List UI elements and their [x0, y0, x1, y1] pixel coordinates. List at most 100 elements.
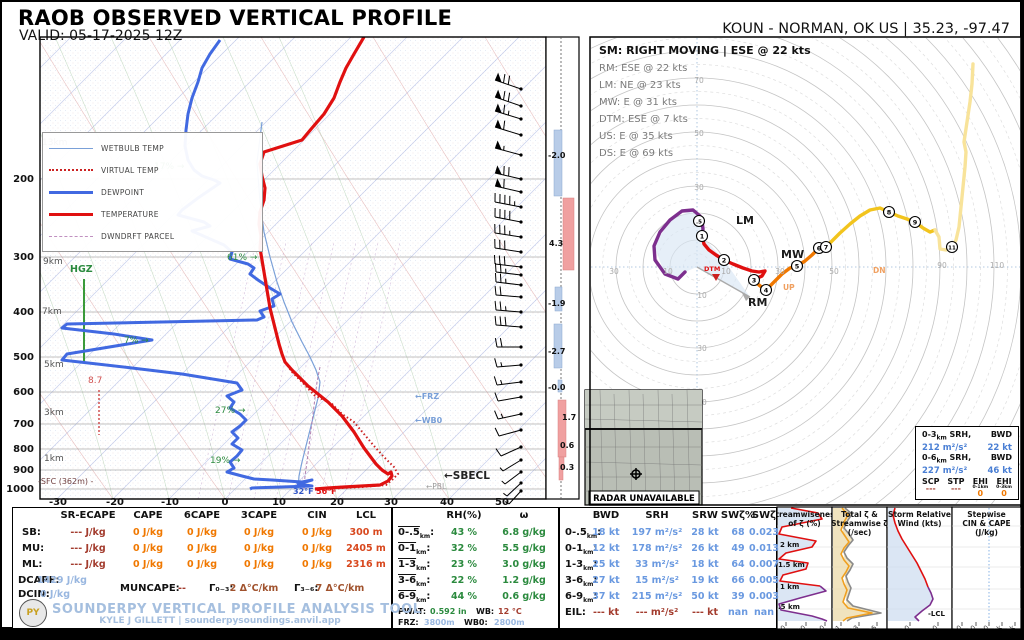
mini-panel-tick: 40 [928, 624, 940, 629]
strip-value: 1.7 [562, 413, 576, 422]
kinematics-table-box [559, 507, 777, 629]
table-cell: PWAT: [398, 607, 427, 616]
table-cell: 197 m²/s² [631, 527, 683, 538]
mini-panel-tick: 90 [815, 624, 827, 629]
skewt-annotation-sbecl: ←SBECL [444, 470, 490, 482]
mini-panel-tick: .01 [829, 624, 842, 629]
skewt-background [40, 37, 546, 499]
table-cell: WB: [476, 607, 495, 616]
mini-panel-tick: 0 [982, 624, 991, 629]
table-cell: 0 J/kg [243, 559, 275, 570]
stats-row: 212 m²/s² 22 kt [922, 443, 1012, 454]
table-cell: LCL [355, 510, 377, 521]
pressure-tick-label: 300 [13, 252, 34, 263]
hodograph-label-dn: DN [873, 266, 886, 275]
table-cell: 25 kt [592, 559, 620, 570]
strip-bar [558, 468, 564, 481]
storm-motion-row: MW: E @ 31 kts [599, 97, 677, 108]
table-cell: WB0: [464, 618, 488, 627]
table-cell: 3-6km: [398, 575, 431, 588]
mini-panel-title: Total ζ & [841, 510, 878, 519]
skewt-annotation-hgz: HGZ [70, 264, 93, 275]
mini-panel-curve [892, 507, 929, 588]
table-cell: 66 [731, 575, 745, 586]
hodograph-label-mw: MW [781, 248, 804, 261]
storm-motion-row: DS: E @ 69 kts [599, 148, 674, 159]
mini-panel-title: Streamwise ζ [831, 519, 888, 528]
mini-panel-curve [778, 507, 823, 587]
table-cell: 0.005 [748, 575, 780, 586]
table-cell: 178 m²/s² [631, 543, 683, 554]
mini-panel-label: 1 km [780, 583, 799, 591]
table-cell: SWζ [751, 510, 777, 521]
mini-panel-curve [778, 585, 828, 622]
table-cell: 49 [731, 543, 745, 554]
table-cell: 0 J/kg [243, 527, 275, 538]
legend-label: DEWPOINT [101, 187, 145, 197]
legend-item: WETBULB TEMP [49, 137, 254, 159]
skewt-annotation-df: 32°F [293, 487, 314, 496]
table-cell: SWζ% [720, 510, 756, 521]
mini-panel-tick: .03 [847, 624, 860, 629]
height-marker [790, 259, 804, 273]
height-marker [882, 205, 896, 219]
wind-barb-column [493, 72, 523, 505]
strip-value: 0.3 [560, 463, 574, 472]
table-cell: --- J/kg [70, 559, 106, 570]
storm-motion-block: SM: RIGHT MOVING | ESE @ 22 kts RM: ESE … [599, 44, 811, 159]
table-cell: 3.0 g/kg [502, 559, 546, 570]
table-cell: 0 J/kg [132, 559, 164, 570]
table-cell: 18 kt [592, 527, 620, 538]
table-cell: 32 % [450, 543, 478, 554]
table-cell: --- kt [692, 607, 718, 618]
hodograph-label-dtm: DTM [704, 265, 720, 273]
table-cell: 22 % [450, 575, 478, 586]
table-cell: 1-3km: [398, 559, 431, 572]
thermo-table-box [12, 507, 392, 629]
table-cell: 0.023 [748, 527, 780, 538]
table-cell: 0 J/kg [132, 527, 164, 538]
pressure-tick-label: 900 [13, 465, 34, 476]
table-cell: EIL: [565, 607, 586, 618]
skewt-panel: 200 300 400 500 600 700 800 900 1000 -30 -20 -10 0 10… [6, 36, 547, 508]
srh-shaded-area [654, 210, 750, 297]
mini-panel-tick: -100 [961, 624, 977, 629]
table-cell: 0 J/kg [132, 543, 164, 554]
mini-panel-title: CIN & CAPE [962, 519, 1010, 528]
table-cell: 0 J/kg [301, 559, 333, 570]
strip-bar [553, 129, 563, 197]
table-cell: 64 [731, 559, 745, 570]
table-cell: 0.007 [748, 559, 780, 570]
legend-item: TEMPERATURE [49, 203, 254, 225]
svg-text:6: 6 [817, 244, 822, 252]
table-cell: 0-1km: [565, 543, 598, 556]
hodograph-label-up: UP [783, 283, 795, 292]
skewt-annotation-lblue: ←FRZ [415, 392, 439, 401]
hodograph-label-lm: LM [736, 214, 754, 227]
strip-value: 4.3 [549, 239, 563, 248]
pressure-tick-label: 400 [13, 307, 34, 318]
table-cell: 3CAPE [240, 510, 278, 521]
strip-bar [553, 323, 563, 369]
ring-label: 70 [694, 76, 704, 85]
sounderpy-logo: PY [19, 599, 47, 627]
table-cell: 12 kt [592, 543, 620, 554]
table-cell: 50 kt [691, 591, 719, 602]
page-title: RAOB OBSERVED VERTICAL PROFILE [18, 6, 453, 30]
table-cell: 12 °C [498, 607, 522, 616]
ring-label: 90 [937, 261, 947, 270]
skewt-annotation-rh: 27% → [215, 406, 246, 416]
mini-panel-title: (/sec) [848, 528, 872, 537]
height-marker [759, 283, 773, 297]
table-cell: 18 kt [691, 559, 719, 570]
temp-tick-label: 0 [222, 497, 229, 508]
mini-panel-tick: .05 [865, 624, 878, 629]
storm-motion-primary: SM: RIGHT MOVING | ESE @ 22 kts [599, 44, 811, 57]
hodograph-stats-box: 0-3km SRH, BWD 212 m²/s² 22 kt 0-6km SRH, BWD… [915, 426, 1019, 500]
stats-index: STP --- [947, 477, 965, 494]
downdraft-parcel-curve [303, 366, 321, 490]
svg-text:1: 1 [700, 232, 705, 240]
table-cell: 0 J/kg [39, 589, 71, 600]
table-cell: Γ₀₋₃: [209, 583, 234, 594]
valid-time: VALID: 05-17-2025 12Z [19, 28, 183, 44]
